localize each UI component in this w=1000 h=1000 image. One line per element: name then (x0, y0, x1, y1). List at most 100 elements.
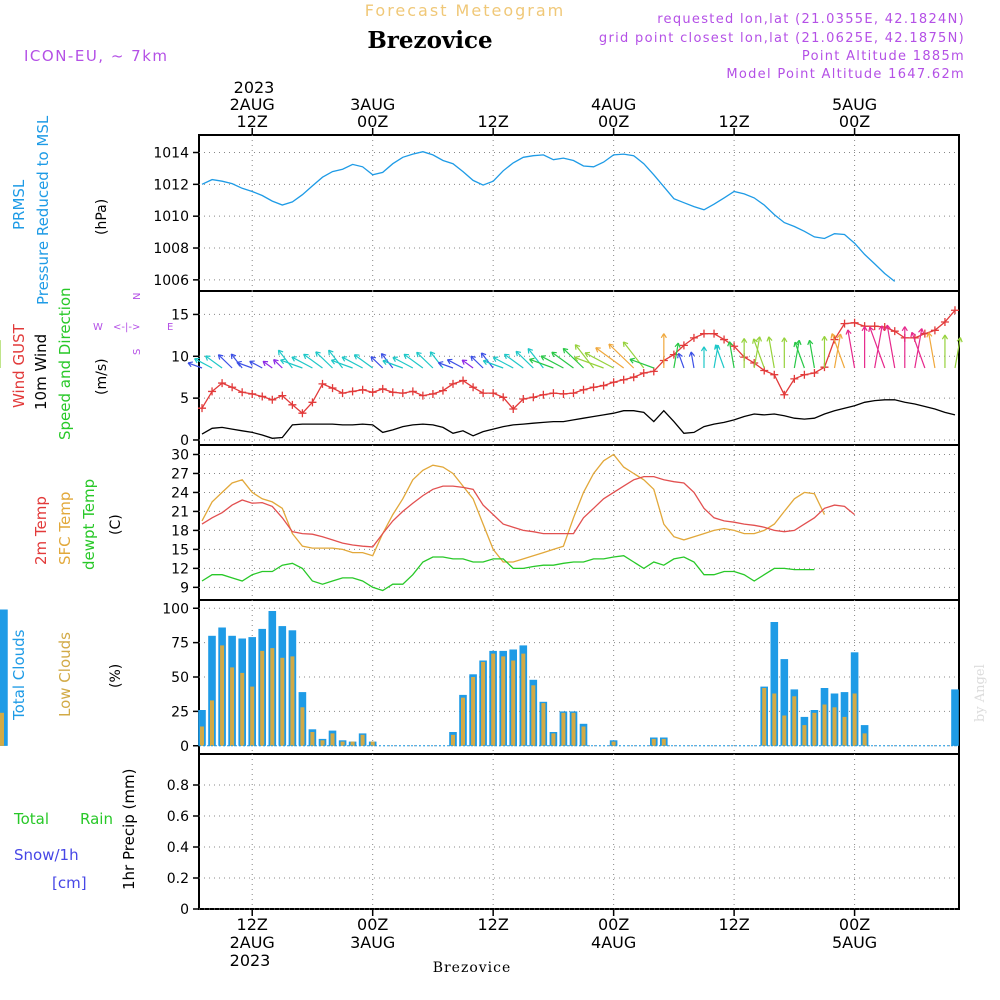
gust-marker (459, 376, 468, 385)
wind-arrowhead (622, 341, 629, 347)
low-cloud-bar (340, 741, 345, 746)
precip-panel-frame (198, 753, 960, 910)
wind-arrow (629, 358, 655, 369)
gust-marker (649, 367, 658, 376)
gust-marker (569, 389, 578, 398)
wind-arrow (753, 336, 761, 369)
wind-arrowhead (315, 351, 321, 357)
bottom-time-label: 12Z (477, 915, 508, 934)
wind-arrowhead (446, 358, 453, 365)
sfc-temp-line (201, 453, 826, 563)
y-tick-label: 15 (171, 307, 189, 323)
top-time-label: 00Z (357, 112, 388, 131)
label-precip-unit: 1hr Precip (mm) (120, 769, 138, 890)
y-tick-label: 0 (180, 902, 189, 918)
wind-arrow (380, 353, 394, 369)
low-cloud-bar (320, 740, 325, 746)
low-cloud-bar (250, 686, 255, 746)
gust-marker (398, 389, 407, 398)
label-sfc-temp: SFC Temp (56, 492, 74, 565)
cloud-bars (0, 609, 959, 747)
gust-marker (378, 384, 387, 393)
bottom-date-label: 3AUG (350, 933, 395, 952)
wind-arrowhead (277, 349, 284, 356)
gust-marker (408, 387, 417, 396)
wind-arrow (273, 359, 283, 369)
gridpoint-coords: grid point closest lon,lat (21.0625E, 42… (599, 31, 965, 46)
gust-marker (469, 383, 478, 392)
bottom-year-label: 2023 (230, 951, 271, 970)
y-tick-label: 75 (171, 636, 189, 652)
wind-arrowhead (236, 360, 242, 367)
wind-arrowhead (380, 352, 387, 359)
y-tick-label: 1006 (153, 273, 189, 289)
gust-marker (238, 388, 247, 397)
wind-arrowhead (700, 346, 708, 352)
wind-arrow (515, 350, 534, 369)
wind-arrowhead (941, 334, 949, 340)
low-cloud-bar (370, 741, 375, 746)
wind-arrowhead (503, 353, 510, 360)
gust-marker (800, 370, 809, 379)
wind-arrow (768, 336, 775, 369)
gust-marker (388, 388, 397, 397)
low-cloud-bar (511, 660, 516, 746)
gust-marker (710, 329, 719, 338)
gust-marker (950, 306, 959, 315)
wind-arrow (608, 343, 635, 369)
wind-arrowhead (249, 360, 255, 366)
low-cloud-bar (240, 672, 245, 746)
gust-marker (679, 341, 688, 350)
wind-arrowhead (752, 338, 758, 344)
wind-arrow (291, 356, 313, 369)
wind-arrowhead (781, 337, 788, 343)
wind-arrowhead (480, 352, 487, 358)
gust-marker (890, 327, 899, 336)
wind-arrowhead (330, 358, 337, 365)
bottom-date-label: 4AUG (591, 933, 636, 952)
wind-arrowhead (884, 324, 891, 330)
label-hpa: (hPa) (94, 199, 110, 235)
product-title: Forecast Meteogram (365, 1, 565, 20)
gust-marker (368, 388, 377, 397)
total-cloud-bar (208, 635, 216, 746)
wind-arrowhead (370, 356, 377, 362)
wind-arrow (382, 360, 404, 369)
low-cloud-bar (451, 734, 455, 746)
total-cloud-bar (951, 689, 959, 746)
gust-marker (870, 322, 879, 331)
low-cloud-bar (832, 707, 837, 746)
top-date-label: 5AUG (832, 95, 877, 114)
wind-arrow (392, 356, 414, 369)
gust-marker (559, 389, 568, 398)
wind-arrowhead (562, 347, 569, 354)
label-2m-temp: 2m Temp (32, 496, 50, 565)
y-tick-label: 27 (171, 466, 189, 482)
wind-arrow (869, 326, 886, 369)
model-altitude: Model Point Altitude 1647.62m (726, 67, 965, 82)
top-time-label: 00Z (839, 112, 870, 131)
low-cloud-bar (310, 732, 315, 746)
wind-arrow (574, 356, 604, 369)
gust-marker (619, 375, 628, 384)
wind-arrowhead (204, 355, 211, 361)
compass-n: N (132, 293, 143, 300)
low-cloud-bar (280, 657, 285, 746)
wind-arrow (504, 353, 524, 369)
gust-marker (298, 409, 307, 418)
gust-marker (850, 318, 859, 327)
wind-arrow (595, 347, 625, 369)
low-cloud-bar (200, 726, 204, 746)
footer-location: Brezovice (433, 960, 512, 976)
bottom-time-label: 12Z (718, 915, 749, 934)
wind-arrow (483, 360, 504, 369)
low-cloud-bar (350, 741, 355, 746)
compass-e: E (167, 322, 173, 333)
wind-arrowhead (956, 337, 963, 343)
wind-arrow (911, 332, 926, 369)
gust-marker (720, 335, 729, 344)
wind-arrow (715, 344, 725, 369)
wind-arrow (584, 352, 614, 369)
y-tick-label: 10 (171, 349, 189, 365)
